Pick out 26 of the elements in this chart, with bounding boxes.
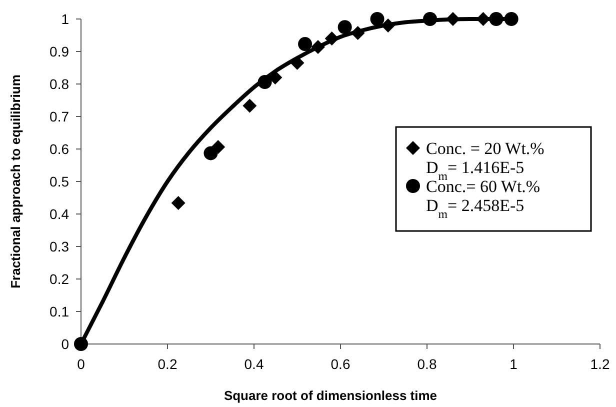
x-tick-label: 0.6	[330, 356, 350, 372]
y-tick-label: 0.4	[50, 206, 70, 222]
y-tick-label: 0.5	[50, 174, 70, 190]
y-tick-label: 0.9	[50, 44, 70, 60]
x-tick-label: 0.2	[158, 356, 178, 372]
y-tick-label: 0.6	[50, 141, 70, 157]
point	[338, 20, 352, 34]
y-tick-label: 0.2	[50, 271, 70, 287]
y-tick-label: 0.7	[50, 108, 70, 124]
y-axis-title: Fractional approach to equilibrium	[8, 74, 23, 288]
point	[204, 146, 218, 160]
y-tick-label: 0.1	[50, 304, 70, 320]
y-tick-label: 1	[61, 11, 70, 27]
x-axis-title: Square root of dimensionless time	[224, 388, 438, 403]
x-tick-label: 0.8	[417, 356, 437, 372]
y-tick-label: 0.8	[50, 76, 70, 92]
x-tick-label: 1	[510, 356, 518, 372]
y-tick-label: 0.3	[50, 238, 70, 254]
point	[298, 37, 312, 52]
point	[171, 196, 186, 210]
y-tick-label: 0	[61, 336, 70, 352]
x-tick-label: 0.4	[244, 356, 264, 372]
x-tick-label: 1.2	[590, 356, 610, 372]
point	[370, 12, 384, 26]
x-tick-label: 0	[77, 356, 86, 372]
point	[242, 98, 257, 113]
